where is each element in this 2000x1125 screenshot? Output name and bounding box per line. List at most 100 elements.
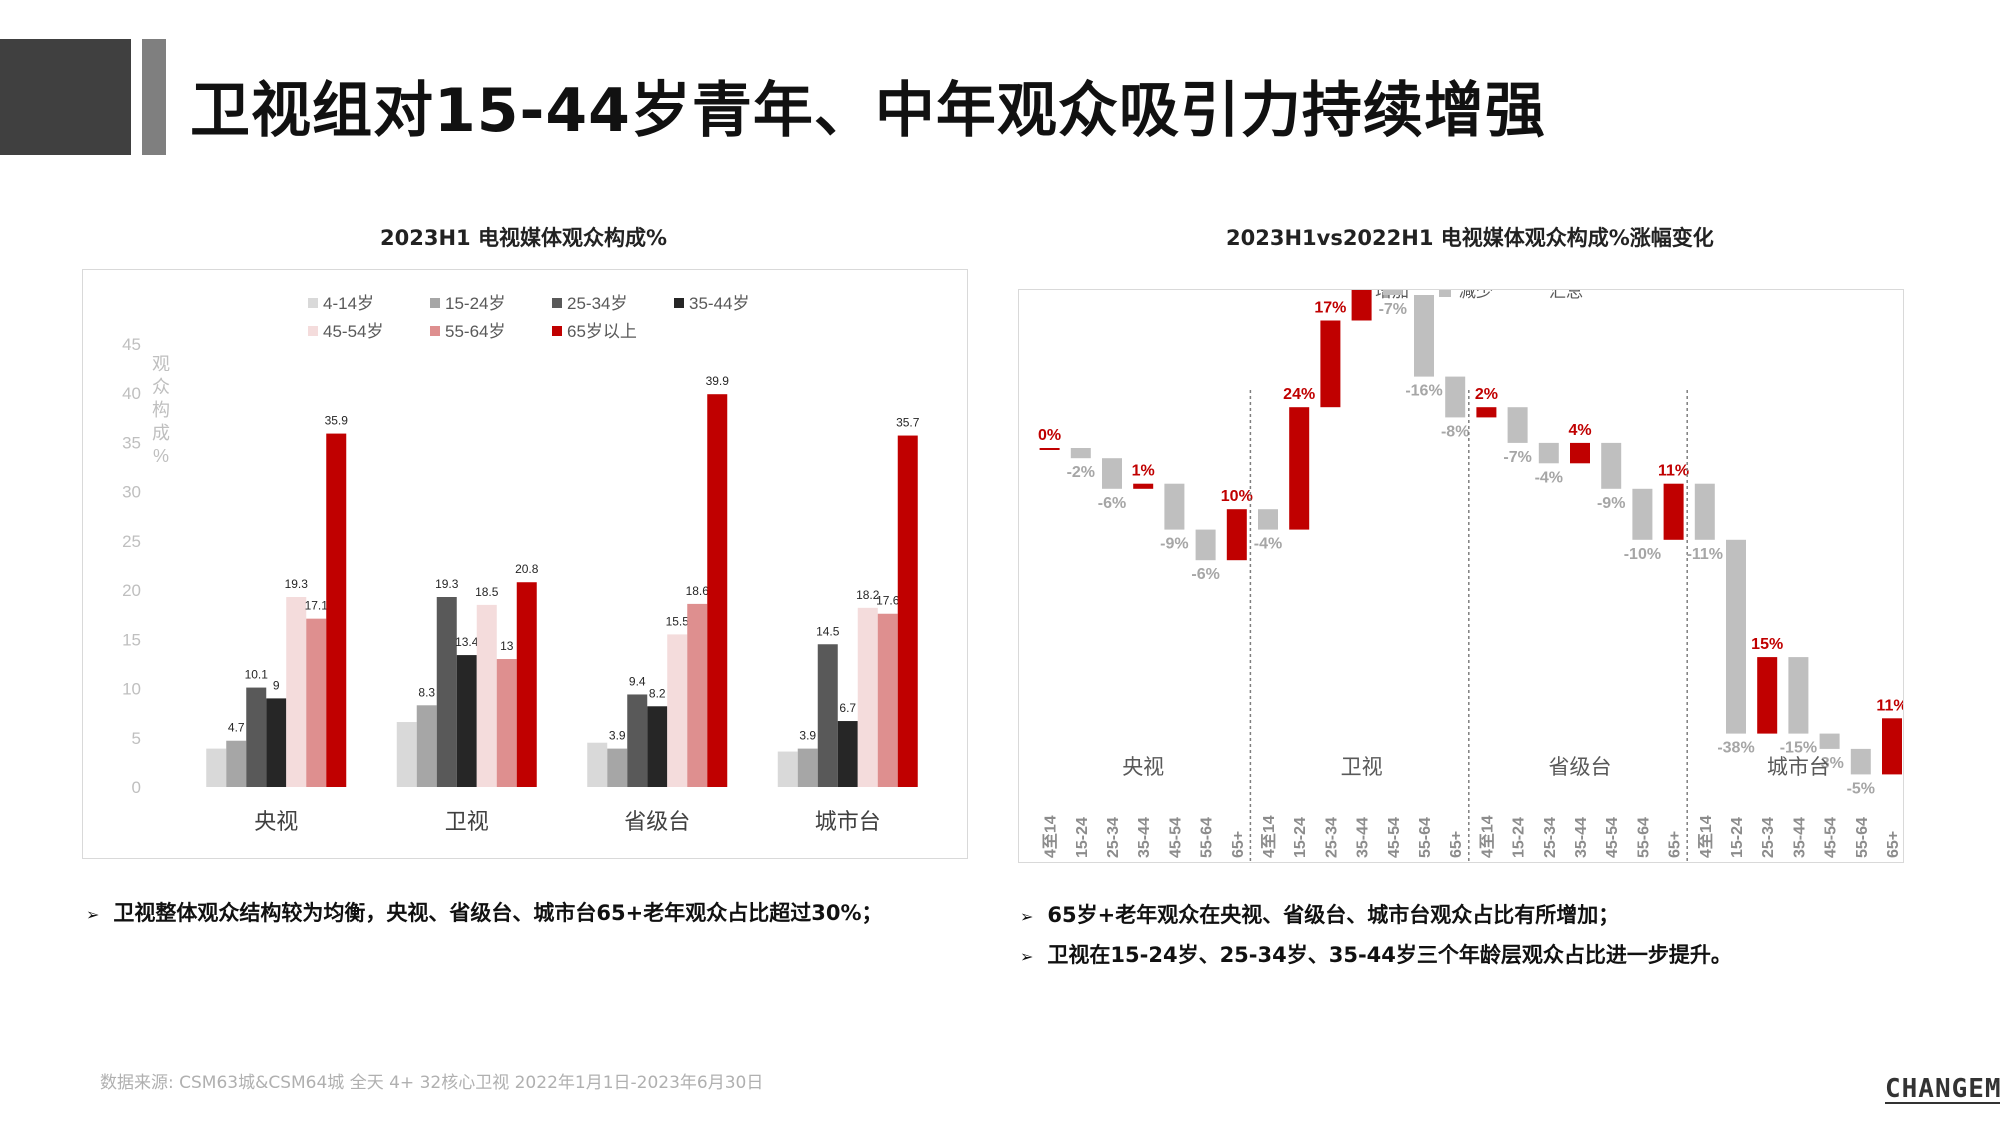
right-note-text: 65岁+老年观众在央视、省级台、城市台观众占比有所增加； xyxy=(1047,903,1620,927)
waterfall-bar xyxy=(1632,488,1653,540)
legend-label: 65岁以上 xyxy=(567,322,637,341)
x-category-label: 4至14 xyxy=(1478,815,1496,858)
x-category-label: 65+ xyxy=(1448,831,1465,858)
brand-logo: CHANGEMU xyxy=(1885,1076,2000,1104)
group-label: 央视 xyxy=(1122,756,1164,779)
bar-value-label: -16% xyxy=(1405,383,1442,400)
legend-label: 汇总 xyxy=(1549,290,1583,301)
waterfall-bar xyxy=(1601,442,1622,489)
x-category-label: 25-34 xyxy=(1542,817,1559,858)
bar xyxy=(516,582,537,787)
left-note-1: ➢ 卫视整体观众结构较为均衡，央视、省级台、城市台65+老年观众占比超过30%； xyxy=(86,897,883,927)
waterfall-bar xyxy=(1757,657,1778,734)
bar-value-label: 24% xyxy=(1283,386,1315,403)
x-category-label: 55-64 xyxy=(1417,817,1434,858)
bar-value-label: 18.6 xyxy=(686,584,710,598)
bar xyxy=(817,644,838,787)
bar-value-label: 19.3 xyxy=(435,577,459,591)
waterfall-bar xyxy=(1819,733,1840,749)
bar-value-label: -4% xyxy=(1535,469,1563,486)
right-note-1: ➢ 65岁+老年观众在央视、省级台、城市台观众占比有所增加； xyxy=(1020,899,1619,929)
y-axis-label-char: % xyxy=(153,446,169,466)
bar xyxy=(326,433,347,787)
legend-label: 45-54岁 xyxy=(323,322,383,341)
x-category-label: 45-54 xyxy=(1167,817,1184,858)
x-category-label: 65+ xyxy=(1667,831,1684,858)
bar-value-label: -3% xyxy=(1815,755,1843,772)
legend-swatch xyxy=(1528,290,1542,298)
bar-value-label: 13.4 xyxy=(455,635,479,649)
bar-value-label: 4.7 xyxy=(228,721,245,735)
composition-change-waterfall-chart: 增加 减少 汇总 0% 4至14 -2% 15-24 -6% 25-34 1% 35-44 -9% 45… xyxy=(1038,290,1903,862)
bar xyxy=(877,613,898,787)
legend-label: 4-14岁 xyxy=(323,294,374,313)
bar-value-label: -6% xyxy=(1191,566,1219,583)
x-category-label: 15-24 xyxy=(1729,817,1746,858)
bar xyxy=(456,655,477,787)
bar-value-label: 10% xyxy=(1221,488,1253,505)
waterfall-bar xyxy=(1850,748,1871,775)
waterfall-bar xyxy=(1476,407,1497,418)
x-category-label: 65+ xyxy=(1885,831,1902,858)
left-note-text: 卫视整体观众结构较为均衡，央视、省级台、城市台65+老年观众占比超过30%； xyxy=(113,901,883,925)
x-category-label: 15-24 xyxy=(1074,817,1091,858)
bar-value-label: -15% xyxy=(1780,740,1817,757)
y-axis-label-char: 众 xyxy=(152,377,170,397)
legend-label: 55-64岁 xyxy=(445,322,505,341)
bar-value-label: 17.6 xyxy=(876,594,900,608)
waterfall-bar xyxy=(1445,376,1466,418)
bar-value-label: -9% xyxy=(1160,536,1188,553)
bullet-arrow-icon: ➢ xyxy=(86,905,100,924)
y-axis-label-char: 构 xyxy=(152,400,170,420)
bar-value-label: 15.5 xyxy=(666,614,690,628)
waterfall-bar xyxy=(1133,483,1154,489)
y-axis-label-char: 观 xyxy=(152,354,170,374)
age-composition-bar-chart: 0 5 10 15 20 25 30 35 40 45 观众构成% 4-14岁 15-24岁 25-34岁… xyxy=(122,294,920,834)
right-chart-panel: 增加 减少 汇总 0% 4至14 -2% 15-24 -6% 25-34 1% 35-44 -9% 45… xyxy=(1018,289,1904,863)
bar-value-label: -7% xyxy=(1503,449,1531,466)
legend-label: 25-34岁 xyxy=(567,294,627,313)
x-category-label: 35-44 xyxy=(1573,817,1590,858)
bullet-arrow-icon: ➢ xyxy=(1020,947,1034,966)
header-dark-block xyxy=(0,39,131,155)
x-category-label: 55-64 xyxy=(1635,817,1652,858)
bar-value-label: -6% xyxy=(1098,495,1126,512)
bar xyxy=(797,748,818,787)
bar-value-label: 8.3 xyxy=(418,685,435,699)
bar xyxy=(587,742,608,787)
y-tick-label: 40 xyxy=(122,384,141,403)
waterfall-bar xyxy=(1538,442,1559,464)
bar xyxy=(777,751,798,787)
bar xyxy=(286,597,307,787)
bar-value-label: 4% xyxy=(1568,422,1591,439)
legend-label: 减少 xyxy=(1459,290,1493,301)
bar-value-label: -7% xyxy=(1379,301,1407,318)
waterfall-bar xyxy=(1258,509,1278,530)
x-category-label: 省级台 xyxy=(624,809,690,834)
bar xyxy=(476,604,497,787)
bar-value-label: 9 xyxy=(273,678,280,692)
legend-swatch xyxy=(552,298,562,308)
bar xyxy=(667,634,688,787)
bar xyxy=(607,748,628,787)
bar-value-label: -10% xyxy=(1624,546,1661,563)
page-title: 卫视组对15-44岁青年、中年观众吸引力持续增强 xyxy=(190,76,1546,146)
y-tick-label: 35 xyxy=(122,433,141,452)
bar-value-label: 35.7 xyxy=(896,416,920,430)
waterfall-bar xyxy=(1882,718,1902,775)
bar xyxy=(837,721,858,787)
waterfall-bar xyxy=(1414,295,1434,377)
legend-swatch xyxy=(674,298,684,308)
bar-value-label: -4% xyxy=(1254,536,1282,553)
left-chart-title: 2023H1 电视媒体观众构成% xyxy=(380,226,667,250)
bullet-arrow-icon: ➢ xyxy=(1020,907,1034,926)
waterfall-bar xyxy=(1039,448,1060,450)
waterfall-bar xyxy=(1195,529,1216,561)
legend-swatch xyxy=(308,298,318,308)
bar-value-label: 18.5 xyxy=(475,585,499,599)
y-tick-label: 45 xyxy=(122,335,141,354)
x-category-label: 4至14 xyxy=(1042,815,1060,858)
bar-value-label: -2% xyxy=(1067,464,1095,481)
x-category-label: 35-44 xyxy=(1136,817,1153,858)
bar-value-label: 13 xyxy=(500,639,514,653)
